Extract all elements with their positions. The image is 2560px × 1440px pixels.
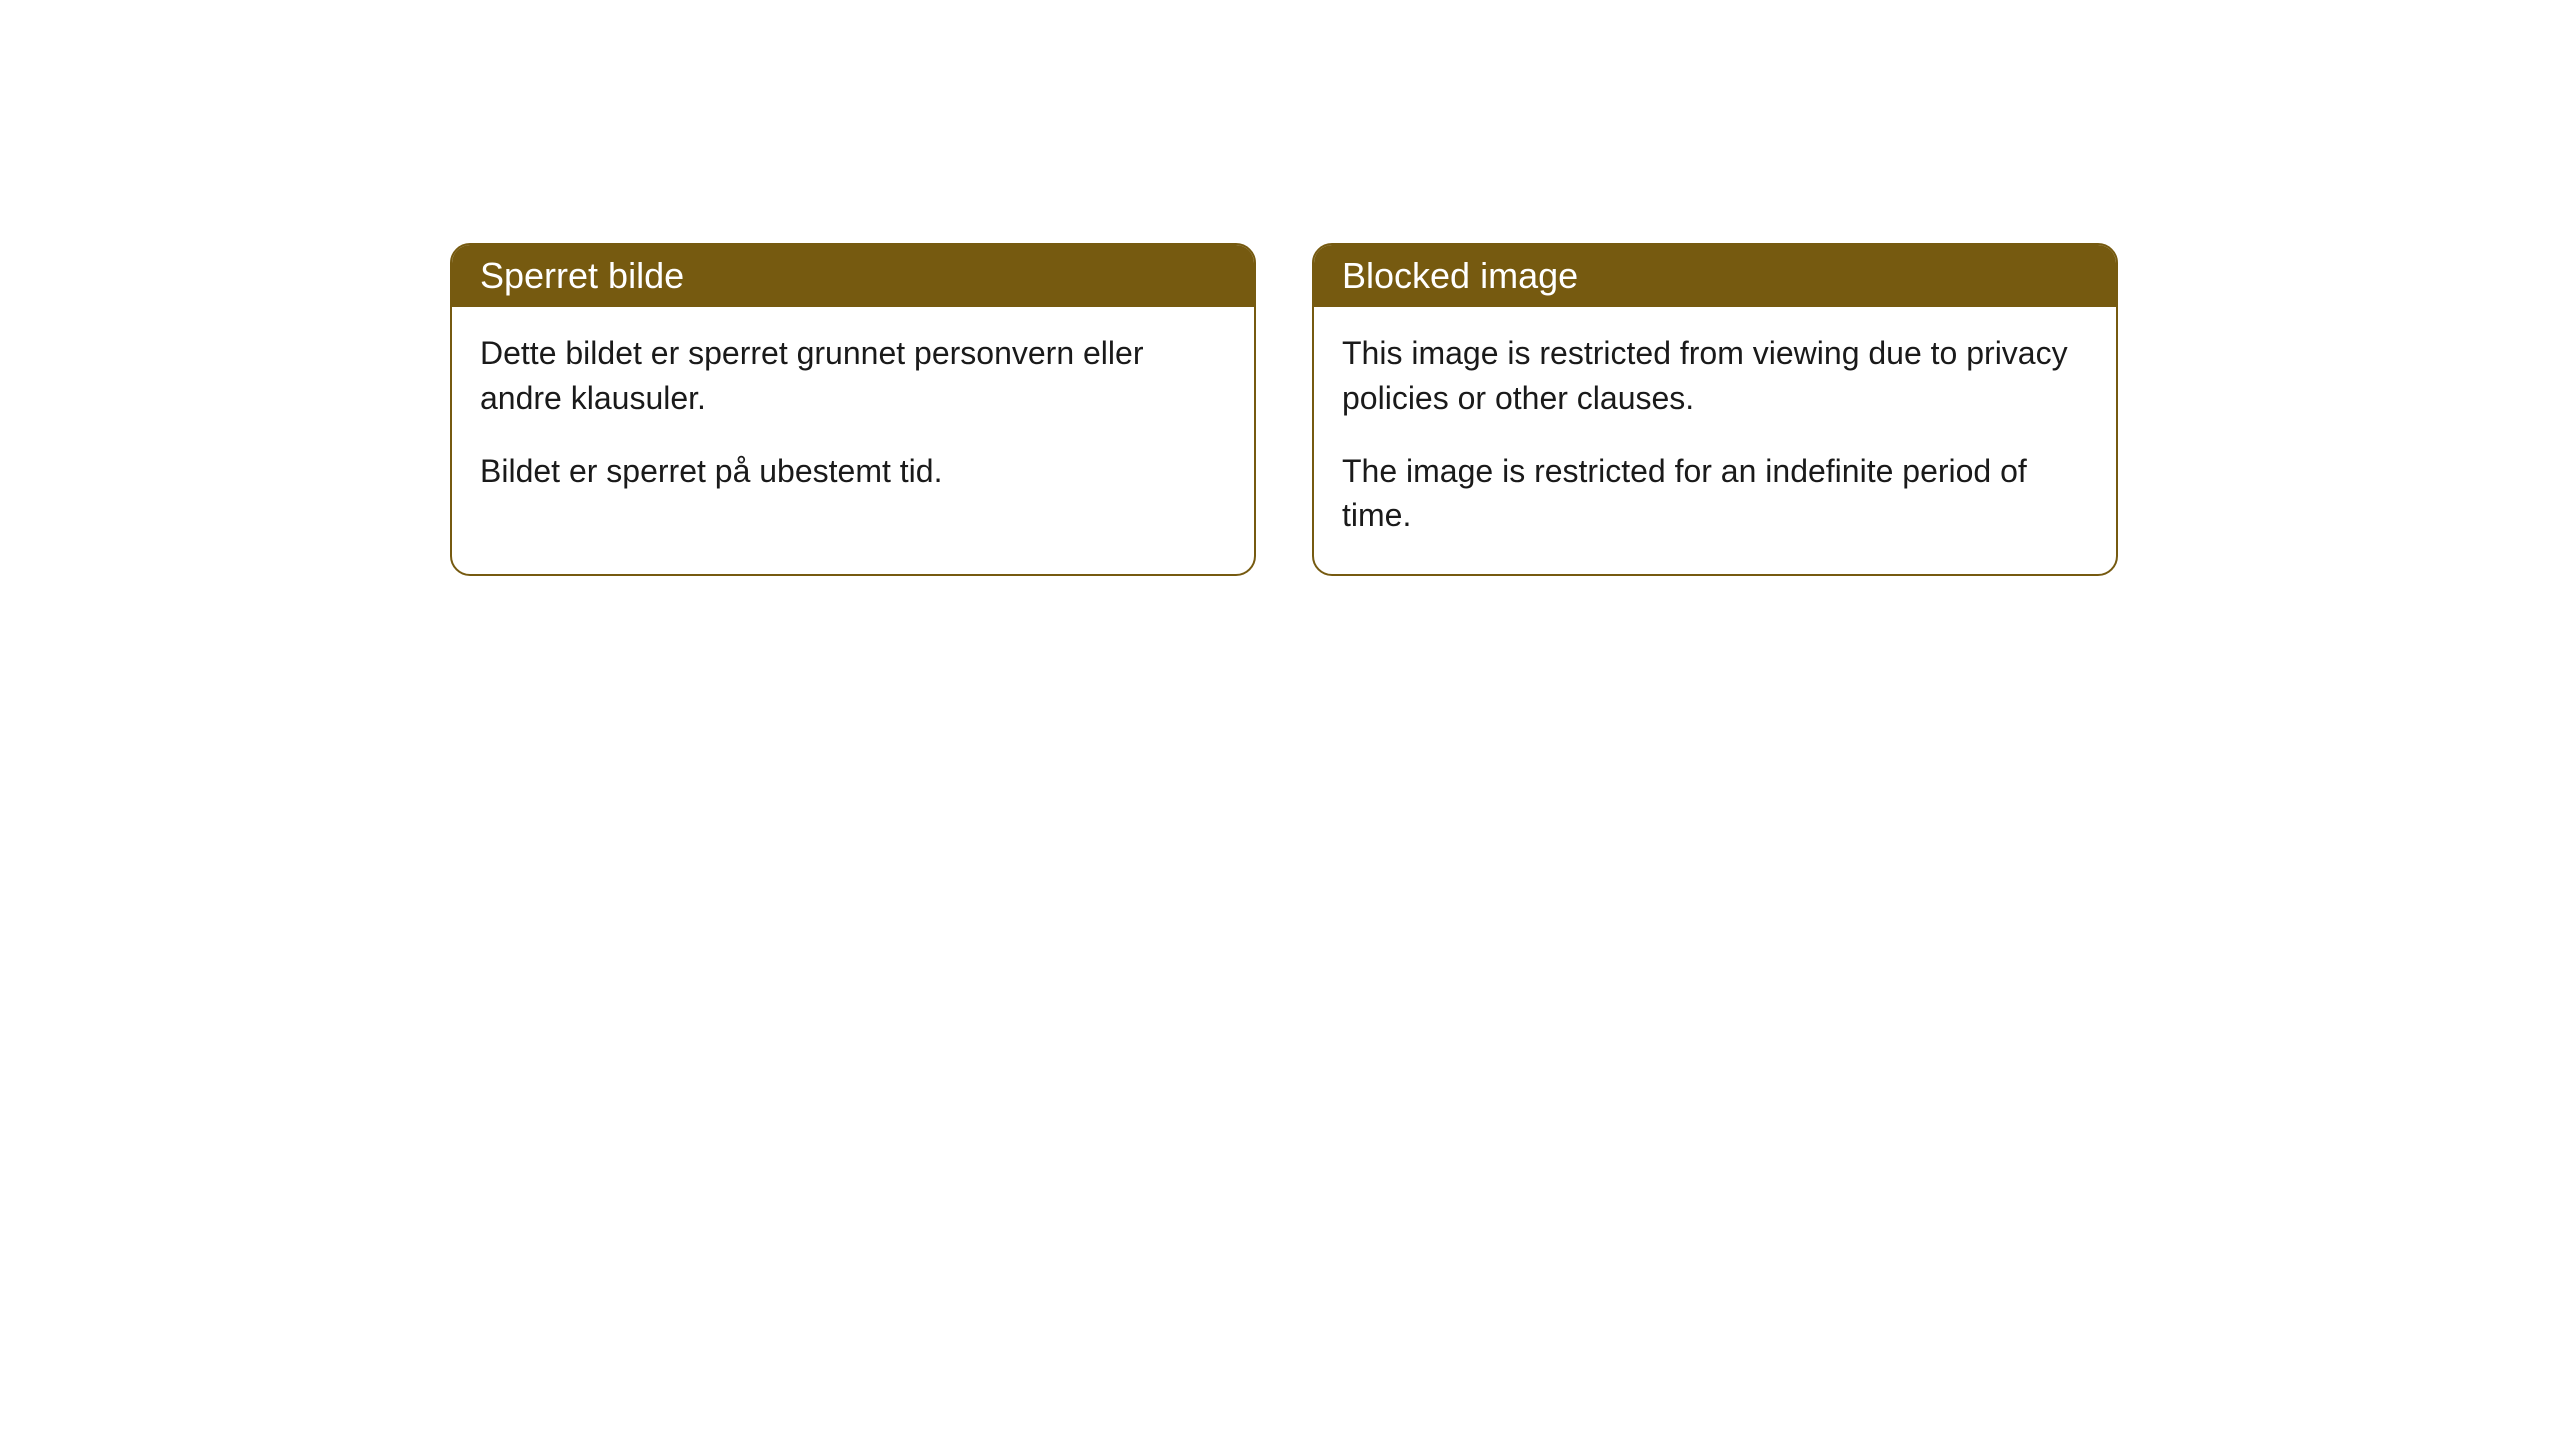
blocked-image-card-english: Blocked image This image is restricted f… [1312,243,2118,576]
card-paragraph-1: This image is restricted from viewing du… [1342,331,2088,421]
card-header: Sperret bilde [452,245,1254,307]
card-paragraph-1: Dette bildet er sperret grunnet personve… [480,331,1226,421]
card-header: Blocked image [1314,245,2116,307]
card-paragraph-2: Bildet er sperret på ubestemt tid. [480,449,1226,494]
blocked-image-card-norwegian: Sperret bilde Dette bildet er sperret gr… [450,243,1256,576]
cards-container: Sperret bilde Dette bildet er sperret gr… [450,243,2118,576]
card-body: Dette bildet er sperret grunnet personve… [452,307,1254,529]
card-title: Blocked image [1342,255,1578,296]
card-body: This image is restricted from viewing du… [1314,307,2116,574]
card-paragraph-2: The image is restricted for an indefinit… [1342,449,2088,539]
card-title: Sperret bilde [480,255,684,296]
